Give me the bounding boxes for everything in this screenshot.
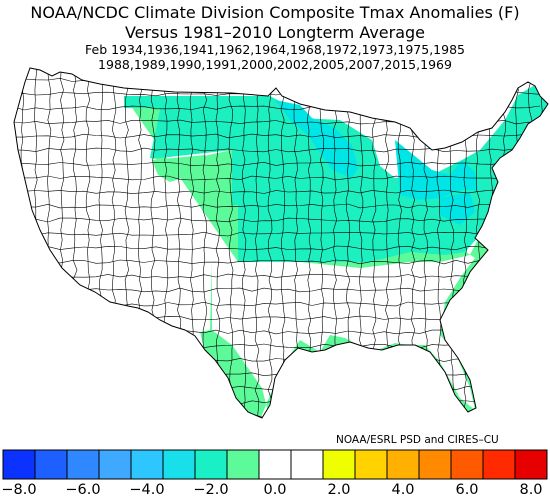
legend-tick-label: −2.0 — [193, 482, 229, 498]
legend-swatches — [2, 449, 548, 480]
legend-tick-label: 4.0 — [391, 482, 415, 498]
division-boundary-vertical — [228, 69, 234, 418]
anomaly-region-minus2-to-minus3 — [124, 96, 548, 418]
legend-swatch — [418, 449, 452, 480]
legend-tick-label: −4.0 — [129, 482, 165, 498]
legend-swatch — [226, 449, 260, 480]
legend-swatch — [258, 449, 292, 480]
division-boundary-horizontal — [14, 203, 541, 209]
division-boundary-horizontal — [14, 273, 541, 279]
map-title: NOAA/NCDC Climate Division Composite Tma… — [30, 3, 520, 22]
anomaly-region-montana-pocket — [152, 155, 212, 182]
legend-swatch — [322, 449, 356, 480]
data-credit: NOAA/ESRL PSD and CIRES–CU — [336, 434, 499, 446]
division-boundary-horizontal — [14, 175, 541, 181]
legend-swatch — [130, 449, 164, 480]
anomaly-region-minus4-to-minus5 — [275, 100, 478, 225]
legend-swatch — [514, 449, 548, 480]
composite-years-line-1: Feb 1934,1936,1941,1962,1964,1968,1972,1… — [85, 42, 465, 57]
division-boundary-horizontal — [14, 245, 541, 251]
division-boundary-horizontal — [14, 161, 541, 167]
division-boundary-vertical — [488, 69, 493, 418]
legend-swatch — [162, 449, 196, 480]
color-legend-bar — [2, 449, 548, 480]
legend-swatch — [450, 449, 484, 480]
legend-swatch — [2, 449, 36, 480]
map-subtitle: Versus 1981–2010 Longterm Average — [124, 23, 426, 42]
composite-years-line-2: 1988,1989,1990,1991,2000,2002,2005,2007,… — [98, 57, 452, 72]
legend-swatch — [34, 449, 68, 480]
division-boundary-vertical — [241, 69, 247, 418]
us-outline — [13, 67, 549, 419]
division-boundary-horizontal — [14, 413, 541, 418]
legend-tick-label: 6.0 — [455, 482, 479, 498]
division-boundary-horizontal — [14, 189, 541, 194]
division-boundary-vertical — [540, 69, 546, 418]
legend-tick-label: 0.0 — [263, 482, 287, 498]
division-boundary-horizontal — [14, 147, 541, 153]
legend-swatch — [290, 449, 324, 480]
legend-swatch — [386, 449, 420, 480]
division-boundary-vertical — [8, 70, 12, 430]
division-boundary-horizontal — [14, 231, 541, 237]
legend-tick-label: −6.0 — [65, 482, 101, 498]
legend-tick-label: 2.0 — [327, 482, 351, 498]
legend-swatch — [194, 449, 228, 480]
legend-swatch — [98, 449, 132, 480]
division-boundary-vertical — [267, 69, 273, 418]
legend-swatch — [482, 449, 516, 480]
division-boundary-vertical — [254, 69, 260, 418]
division-boundary-horizontal — [14, 217, 541, 223]
us-climate-division-map — [8, 67, 549, 430]
legend-tick-label: 8.0 — [519, 482, 543, 498]
legend-swatch — [354, 449, 388, 480]
division-boundary-horizontal — [14, 259, 541, 265]
legend-tick-label: −8.0 — [1, 482, 37, 498]
legend-swatch — [66, 449, 100, 480]
